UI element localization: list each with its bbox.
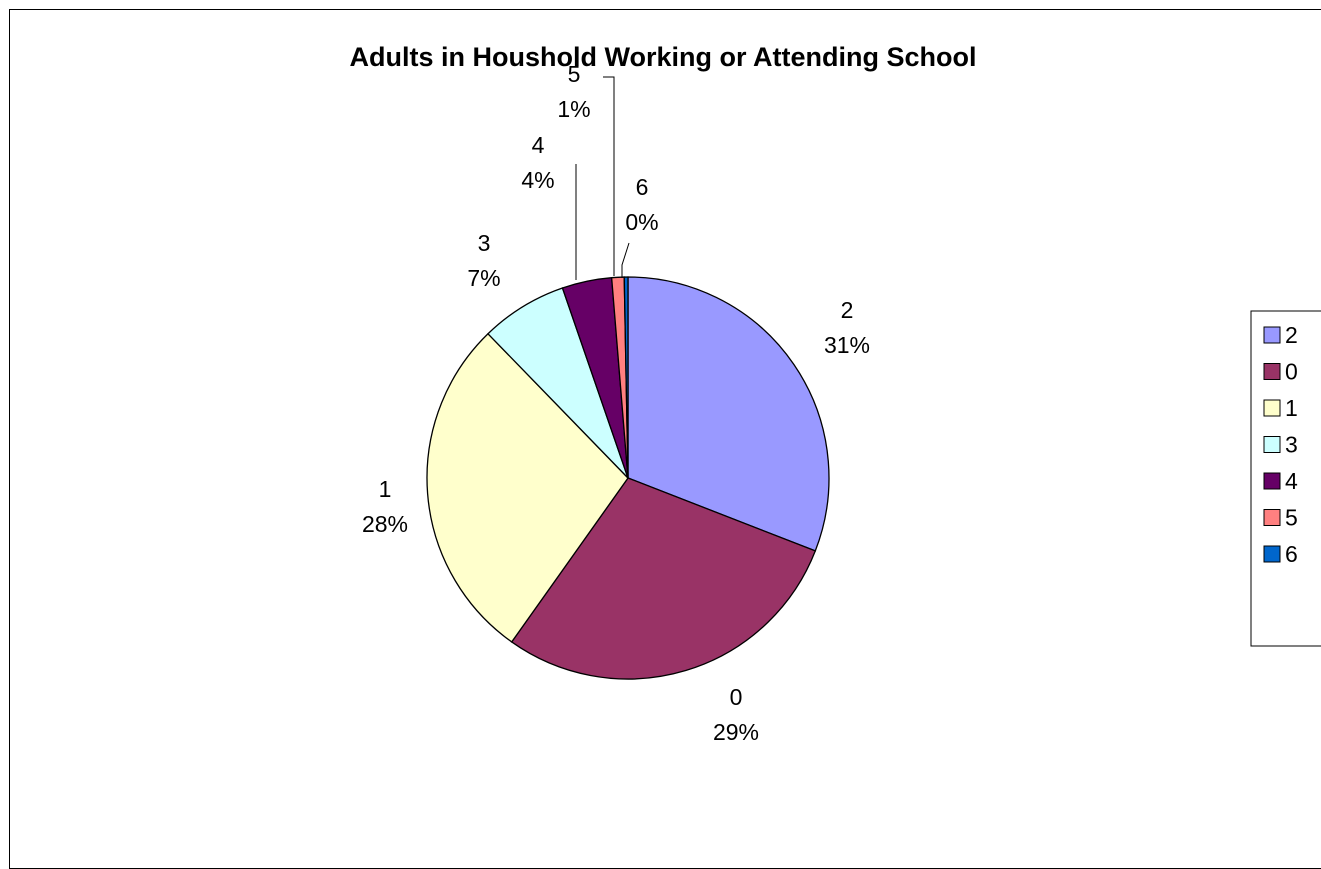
slice-label-category-2: 2 — [841, 297, 854, 323]
slice-label-category-1: 1 — [379, 476, 392, 502]
legend-label-5: 5 — [1285, 505, 1298, 531]
legend-label-2: 2 — [1285, 322, 1298, 348]
pie-slices — [426, 276, 830, 680]
pie-slice-1 — [426, 332, 629, 643]
slice-label-percent-6: 0% — [625, 209, 658, 235]
slice-label-category-4: 4 — [532, 132, 545, 158]
legend-items: 2 0 1 3 4 5 6 — [1263, 322, 1298, 567]
legend-label-3: 3 — [1285, 432, 1298, 458]
legend-label-4: 4 — [1285, 468, 1298, 494]
slice-label-category-0: 0 — [730, 684, 743, 710]
leader-lines — [575, 76, 630, 280]
slice-label-percent-2: 31% — [824, 332, 870, 358]
legend-swatch-2 — [1263, 326, 1281, 344]
legend-label-1: 1 — [1285, 395, 1298, 421]
slice-label-category-3: 3 — [478, 230, 491, 256]
pie-slice-6 — [623, 276, 629, 479]
legend-swatch-4 — [1263, 472, 1281, 490]
legend-swatch-5 — [1263, 509, 1281, 526]
legend-box — [1250, 310, 1321, 647]
slice-label-percent-3: 7% — [467, 265, 500, 291]
legend-swatch-1 — [1263, 399, 1281, 417]
pie-slice-2 — [627, 276, 830, 552]
legend: 2 0 1 3 4 5 6 — [1250, 310, 1321, 647]
chart-title: Adults in Houshold Working or Attending … — [350, 42, 977, 72]
pie-slice-0 — [510, 477, 817, 680]
leader-line-5 — [603, 76, 615, 276]
slice-label-percent-0: 29% — [713, 719, 759, 745]
slice-label-category-6: 6 — [636, 174, 649, 200]
legend-swatch-6 — [1263, 545, 1281, 563]
legend-swatch-3 — [1263, 436, 1281, 453]
legend-label-6: 6 — [1285, 541, 1298, 567]
pie-chart: Adults in Houshold Working or Attending … — [350, 42, 1321, 745]
leader-line-6 — [621, 242, 630, 278]
slice-label-percent-4: 4% — [521, 167, 554, 193]
legend-swatch-0 — [1263, 363, 1281, 380]
legend-label-0: 0 — [1285, 359, 1298, 385]
slice-label-percent-5: 1% — [557, 96, 590, 122]
slice-labels: 2 31% 0 29% 1 28% 3 7% 4 4% 5 1% 6 0% — [362, 61, 870, 745]
slice-label-category-5: 5 — [568, 61, 581, 87]
slice-label-percent-1: 28% — [362, 511, 408, 537]
